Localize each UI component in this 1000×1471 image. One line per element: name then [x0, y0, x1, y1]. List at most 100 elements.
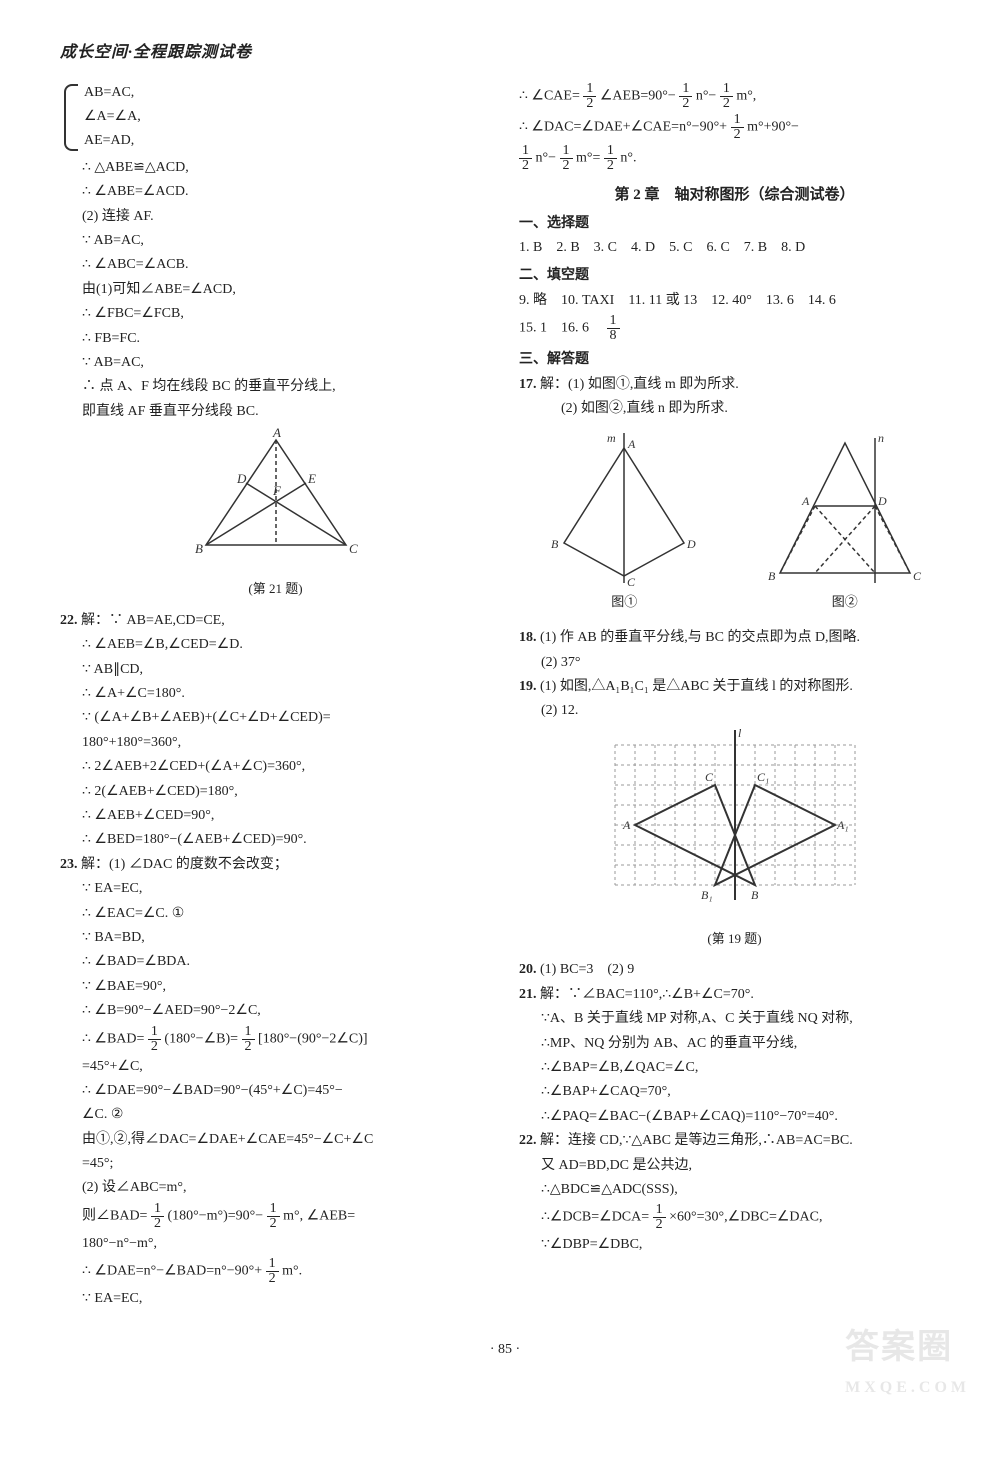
- fraction: 12: [148, 1025, 161, 1054]
- q19-text: (1) 如图,△A₁B₁C₁ 是△ABC 关于直线 l 的对称图形.: [540, 679, 853, 694]
- brace-line-1: AB=AC,: [84, 82, 141, 104]
- text: n°.: [620, 150, 636, 165]
- step: ∴∠BAP+∠CAQ=70°,: [519, 1081, 950, 1103]
- q22r-number: 22.: [519, 1133, 537, 1148]
- text: (180°−∠B)=: [164, 1031, 238, 1046]
- book-title: 成长空间·全程跟踪测试卷: [60, 40, 950, 66]
- svg-text:C: C: [349, 541, 358, 556]
- step: ∵ EA=EC,: [60, 1288, 491, 1310]
- step: 12 n°− 12 m°= 12 n°.: [519, 144, 950, 173]
- text: m°.: [282, 1264, 302, 1279]
- step: (2) 设∠ABC=m°,: [60, 1177, 491, 1199]
- step: 则∠BAD= 12 (180°−m°)=90°− 12 m°, ∠AEB=: [60, 1202, 491, 1231]
- q18-text: (1) 作 AB 的垂直平分线,与 BC 的交点即为点 D,图略.: [540, 630, 860, 645]
- svg-text:C: C: [913, 569, 922, 583]
- step: ∴ ∠BAD= 12 (180°−∠B)= 12 [180°−(90°−2∠C)…: [60, 1025, 491, 1054]
- right-column: ∴ ∠CAE= 12 ∠AEB=90°− 12 n°− 12 m°, ∴ ∠DA…: [519, 80, 950, 1313]
- step: ∵ AB∥CD,: [60, 659, 491, 681]
- page-number: · 85 ·: [60, 1339, 950, 1361]
- text: 则∠BAD=: [82, 1209, 147, 1224]
- section-heading: 二、填空题: [519, 265, 950, 287]
- q23-number: 23.: [60, 857, 78, 872]
- q19: 19. (1) 如图,△A₁B₁C₁ 是△ABC 关于直线 l 的对称图形.: [519, 676, 950, 698]
- step: ∵ AB=AC,: [60, 352, 491, 374]
- q17-number: 17.: [519, 377, 537, 392]
- text: ∴ ∠CAE=: [519, 88, 580, 103]
- svg-text:l: l: [738, 726, 742, 740]
- step: ∴△BDC≌△ADC(SSS),: [519, 1179, 950, 1201]
- figure-17-row: m A B D C 图①: [519, 428, 950, 623]
- text: m°=: [576, 150, 600, 165]
- svg-text:C: C: [705, 770, 714, 784]
- step: 由①,②,得∠DAC=∠DAE+∠CAE=45°−∠C+∠C: [60, 1129, 491, 1151]
- step: ∵ ∠BAE=90°,: [60, 976, 491, 998]
- step: ∴ ∠ABC=∠ACB.: [60, 254, 491, 276]
- step: ∴ ∠DAE=n°−∠BAD=n°−90°+ 12 m°.: [60, 1257, 491, 1286]
- step: 即直线 AF 垂直平分线段 BC.: [60, 401, 491, 423]
- step: ∴MP、NQ 分别为 AB、AC 的垂直平分线,: [519, 1033, 950, 1055]
- text: 15. 1 16. 6: [519, 321, 603, 336]
- fraction: 12: [583, 82, 596, 111]
- q22r-text: 解：连接 CD,∵△ABC 是等边三角形,∴AB=AC=BC.: [540, 1133, 853, 1148]
- step: ∴ 2∠AEB+2∠CED+(∠A+∠C)=360°,: [60, 756, 491, 778]
- q20-number: 20.: [519, 962, 537, 977]
- left-column: AB=AC, ∠A=∠A, AE=AD, ∴ △ABE≌△ACD, ∴ ∠ABE…: [60, 80, 491, 1313]
- text: n°−: [696, 88, 717, 103]
- figure-17-2: n A D B C 图②: [760, 428, 930, 623]
- text: (180°−m°)=90°−: [167, 1209, 263, 1224]
- step: 180°−n°−m°,: [60, 1233, 491, 1255]
- q23-text: 解：(1) ∠DAC 的度数不会改变；: [81, 857, 288, 872]
- page: 成长空间·全程跟踪测试卷 AB=AC, ∠A=∠A, AE=AD, ∴ △ABE…: [0, 0, 1000, 1421]
- fraction: 12: [519, 144, 532, 173]
- figure-17-1: m A B D C 图①: [539, 428, 709, 623]
- brace-line-2: ∠A=∠A,: [84, 106, 141, 128]
- fill-blank-2: 15. 1 16. 6 18: [519, 314, 950, 343]
- step: ∴∠DCB=∠DCA= 12 ×60°=30°,∠DBC=∠DAC,: [519, 1203, 950, 1232]
- q18: 18. (1) 作 AB 的垂直平分线,与 BC 的交点即为点 D,图略.: [519, 627, 950, 649]
- fraction: 12: [679, 82, 692, 111]
- q21-number: 21.: [519, 987, 537, 1002]
- svg-text:D: D: [686, 537, 696, 551]
- step: ∴∠BAP=∠B,∠QAC=∠C,: [519, 1057, 950, 1079]
- q22-number: 22.: [60, 613, 78, 628]
- step: ∴ ∠CAE= 12 ∠AEB=90°− 12 n°− 12 m°,: [519, 82, 950, 111]
- step: ∵ AB=AC,: [60, 230, 491, 252]
- figure-19: l A C B A₁ C₁ B₁: [595, 725, 875, 925]
- figure-19-caption: (第 19 题): [519, 929, 950, 950]
- svg-text:A: A: [272, 425, 281, 440]
- fraction: 12: [267, 1202, 280, 1231]
- q22-text: 解：∵ AB=AE,CD=CE,: [81, 613, 225, 628]
- q21-text: 解：∵∠BAC=110°,∴∠B+∠C=70°.: [540, 987, 754, 1002]
- text: m°, ∠AEB=: [283, 1209, 355, 1224]
- svg-text:B: B: [768, 569, 776, 583]
- step: ∵ BA=BD,: [60, 927, 491, 949]
- text: m°+90°−: [747, 119, 799, 134]
- step: 180°+180°=360°,: [60, 732, 491, 754]
- q23: 23. 解：(1) ∠DAC 的度数不会改变；: [60, 854, 491, 876]
- brace-block: AB=AC, ∠A=∠A, AE=AD,: [60, 80, 141, 155]
- text: ∴∠DCB=∠DCA=: [541, 1210, 649, 1225]
- q20-text: (1) BC=3 (2) 9: [540, 962, 634, 977]
- fig-caption-2: 图②: [760, 592, 930, 613]
- svg-text:D: D: [877, 494, 887, 508]
- step: ∴ ∠DAE=90°−∠BAD=90°−(45°+∠C)=45°−: [60, 1080, 491, 1102]
- q18-number: 18.: [519, 630, 537, 645]
- svg-text:C: C: [627, 575, 636, 588]
- fraction: 12: [266, 1257, 279, 1286]
- fraction: 12: [151, 1202, 164, 1231]
- fraction: 12: [560, 144, 573, 173]
- step: ∴ ∠AEB=∠B,∠CED=∠D.: [60, 634, 491, 656]
- q17: 17. 解：(1) 如图①,直线 m 即为所求.: [519, 374, 950, 396]
- step: ∵∠DBP=∠DBC,: [519, 1234, 950, 1256]
- svg-text:B₁: B₁: [701, 888, 713, 902]
- step: ∵ (∠A+∠B+∠AEB)+(∠C+∠D+∠CED)=: [60, 707, 491, 729]
- step: ∴ ∠FBC=∠FCB,: [60, 303, 491, 325]
- q19-number: 19.: [519, 679, 537, 694]
- watermark-sub: MXQE.COM: [845, 1375, 970, 1401]
- step: ∴ ∠DAC=∠DAE+∠CAE=n°−90°+ 12 m°+90°−: [519, 113, 950, 142]
- text: ∴ ∠BAD=: [82, 1031, 144, 1046]
- two-columns: AB=AC, ∠A=∠A, AE=AD, ∴ △ABE≌△ACD, ∴ ∠ABE…: [60, 80, 950, 1313]
- fill-blank-1: 9. 略 10. TAXI 11. 11 或 13 12. 40° 13. 6 …: [519, 290, 950, 312]
- q21: 21. 解：∵∠BAC=110°,∴∠B+∠C=70°.: [519, 984, 950, 1006]
- watermark-main: 答案圈: [845, 1329, 953, 1366]
